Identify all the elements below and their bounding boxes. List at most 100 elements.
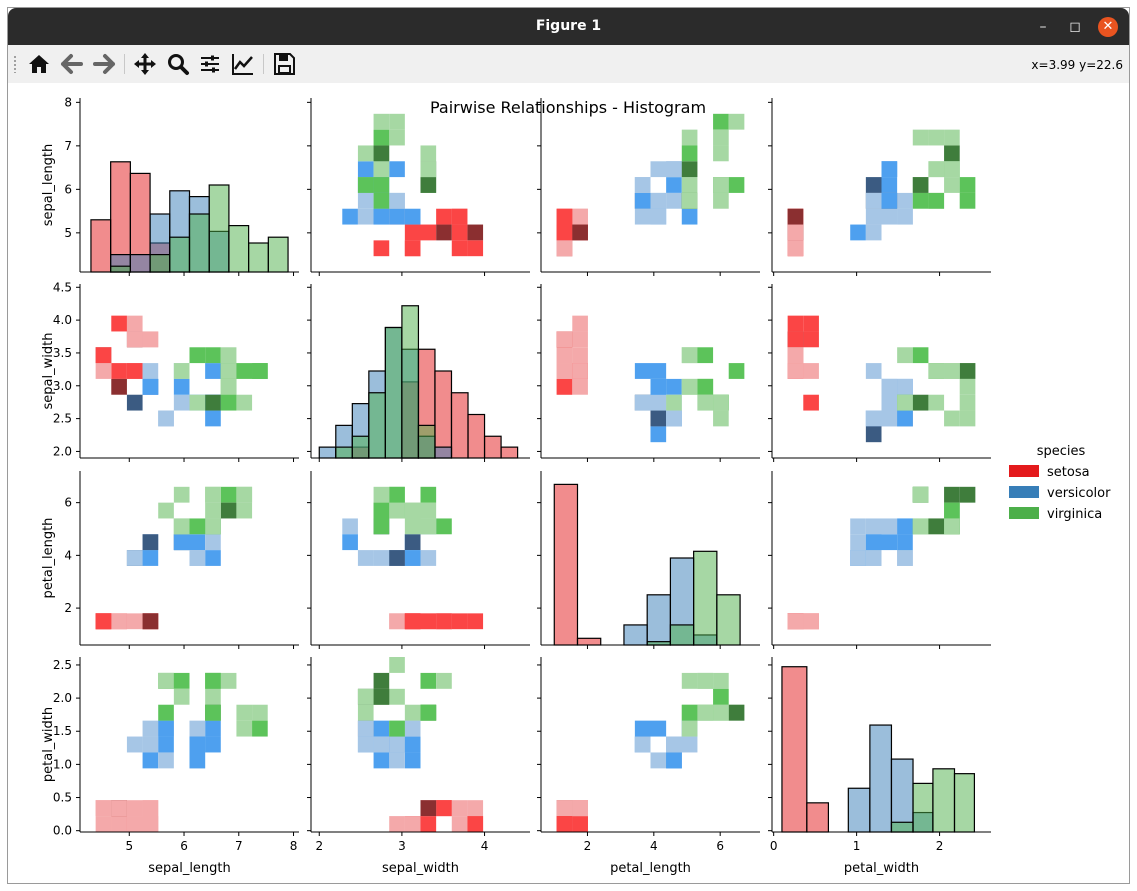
bin-cell <box>572 331 588 348</box>
bin-cell <box>865 534 882 551</box>
hist-bar <box>483 435 502 459</box>
subplot-petal_width-vs-sepal_length: 5 6 7 8 0.0 0.5 1.0 1.5 2.0 2.5 <box>53 657 299 853</box>
bin-cell <box>189 752 206 769</box>
hist-bar <box>149 254 171 273</box>
subplot-petal_width-vs-petal_width: 0 1 2 <box>768 657 991 853</box>
y-tick-label: 2 <box>64 601 72 615</box>
subplots-button[interactable] <box>197 51 223 77</box>
bin-cell <box>897 347 913 364</box>
bin-cell <box>357 688 374 705</box>
bin-cell <box>959 378 976 395</box>
hist-bar <box>953 773 976 833</box>
x-axis-label: petal_width <box>844 861 919 876</box>
bin-cell <box>373 688 390 705</box>
home-button[interactable] <box>26 51 52 77</box>
bin-cell <box>681 145 698 162</box>
y-tick-label: 1.5 <box>53 724 72 738</box>
bin-cell <box>420 161 437 178</box>
edit-axes-button[interactable] <box>230 51 256 77</box>
bin-cell <box>173 672 190 689</box>
bin-cell <box>944 129 960 146</box>
bin-cell <box>697 704 714 721</box>
x-axis-label: sepal_length <box>148 861 231 876</box>
bin-cell <box>158 704 174 721</box>
back-button[interactable] <box>59 51 85 77</box>
bin-cell <box>713 704 729 721</box>
bin-cell <box>357 550 374 566</box>
hist-bar <box>646 594 672 646</box>
y-tick-label: 0.0 <box>53 824 72 838</box>
bin-cell <box>173 688 190 705</box>
bin-cell <box>189 394 206 411</box>
bin-cell <box>205 518 221 535</box>
bin-cell <box>467 224 484 241</box>
bin-cell <box>404 550 421 566</box>
bin-cell <box>572 224 588 241</box>
bin-cell <box>787 240 804 257</box>
bin-cell <box>912 518 929 535</box>
bin-cell <box>373 192 390 209</box>
subplot-petal_length-vs-petal_length <box>537 471 760 649</box>
bin-cell <box>95 800 112 817</box>
minimize-icon[interactable]: – <box>1039 19 1047 35</box>
bin-cell <box>467 800 484 817</box>
bin-cell <box>713 129 729 146</box>
bin-cell <box>373 752 390 769</box>
hist-bar <box>188 213 210 273</box>
bin-cell <box>556 240 573 257</box>
x-axis-label: sepal_width <box>382 861 459 876</box>
bin-cell <box>881 192 898 209</box>
bin-cell <box>650 208 667 225</box>
y-axis-label: petal_width <box>41 707 56 782</box>
bin-cell <box>713 688 729 705</box>
bin-cell <box>944 177 960 193</box>
bin-cell <box>420 704 437 721</box>
bin-cell <box>404 534 421 551</box>
pan-button[interactable] <box>132 51 158 77</box>
bin-cell <box>420 224 437 241</box>
bin-cell <box>420 177 437 193</box>
bin-cell <box>158 502 174 519</box>
pairplot-figure[interactable]: 5 6 7 8 2.0 2.5 3.0 3.5 4.0 4.5 2 4 6 5 6 7 8 0.0 0.5 1.0 1.… <box>8 8 1129 883</box>
bin-cell <box>681 672 698 689</box>
bin-cell <box>912 129 929 146</box>
bin-cell <box>126 736 143 753</box>
bin-cell <box>389 129 405 146</box>
bin-cell <box>959 363 976 379</box>
hist-bar <box>806 802 830 833</box>
hist-bar <box>267 236 289 273</box>
bin-cell <box>803 613 819 630</box>
forward-button[interactable] <box>91 51 117 77</box>
y-axis-label: sepal_length <box>41 144 56 227</box>
bin-cell <box>126 315 143 332</box>
bin-cell <box>252 363 268 379</box>
bin-cell <box>126 550 143 566</box>
bin-cell <box>404 518 421 535</box>
save-button[interactable] <box>271 51 297 77</box>
bin-cell <box>959 192 976 209</box>
bin-cell <box>897 518 913 535</box>
close-icon[interactable]: ✕ <box>1098 17 1118 37</box>
legend-title: species <box>1037 444 1086 459</box>
zoom-button[interactable] <box>165 51 191 77</box>
bin-cell <box>205 550 221 566</box>
bin-cell <box>912 486 929 503</box>
bin-cell <box>451 800 468 817</box>
bin-cell <box>881 378 898 395</box>
bin-cell <box>451 208 468 225</box>
figure-canvas[interactable]: 5 6 7 8 2.0 2.5 3.0 3.5 4.0 4.5 2 4 6 5 6 7 8 0.0 0.5 1.0 1.… <box>8 83 1129 883</box>
bin-cell <box>420 518 437 535</box>
maximize-icon[interactable]: ◻ <box>1069 19 1081 35</box>
bin-cell <box>404 502 421 519</box>
bin-cell <box>959 394 976 411</box>
bin-cell <box>634 177 651 193</box>
x-tick-label: 2 <box>315 839 323 853</box>
bin-cell <box>787 347 804 364</box>
bin-cell <box>373 486 390 503</box>
bin-cell <box>189 736 206 753</box>
bin-cell <box>650 752 667 769</box>
bin-cell <box>95 816 112 832</box>
title-bar[interactable]: Figure 1 – ◻ ✕ <box>8 8 1129 45</box>
bin-cell <box>389 113 405 130</box>
bin-cell <box>357 736 374 753</box>
